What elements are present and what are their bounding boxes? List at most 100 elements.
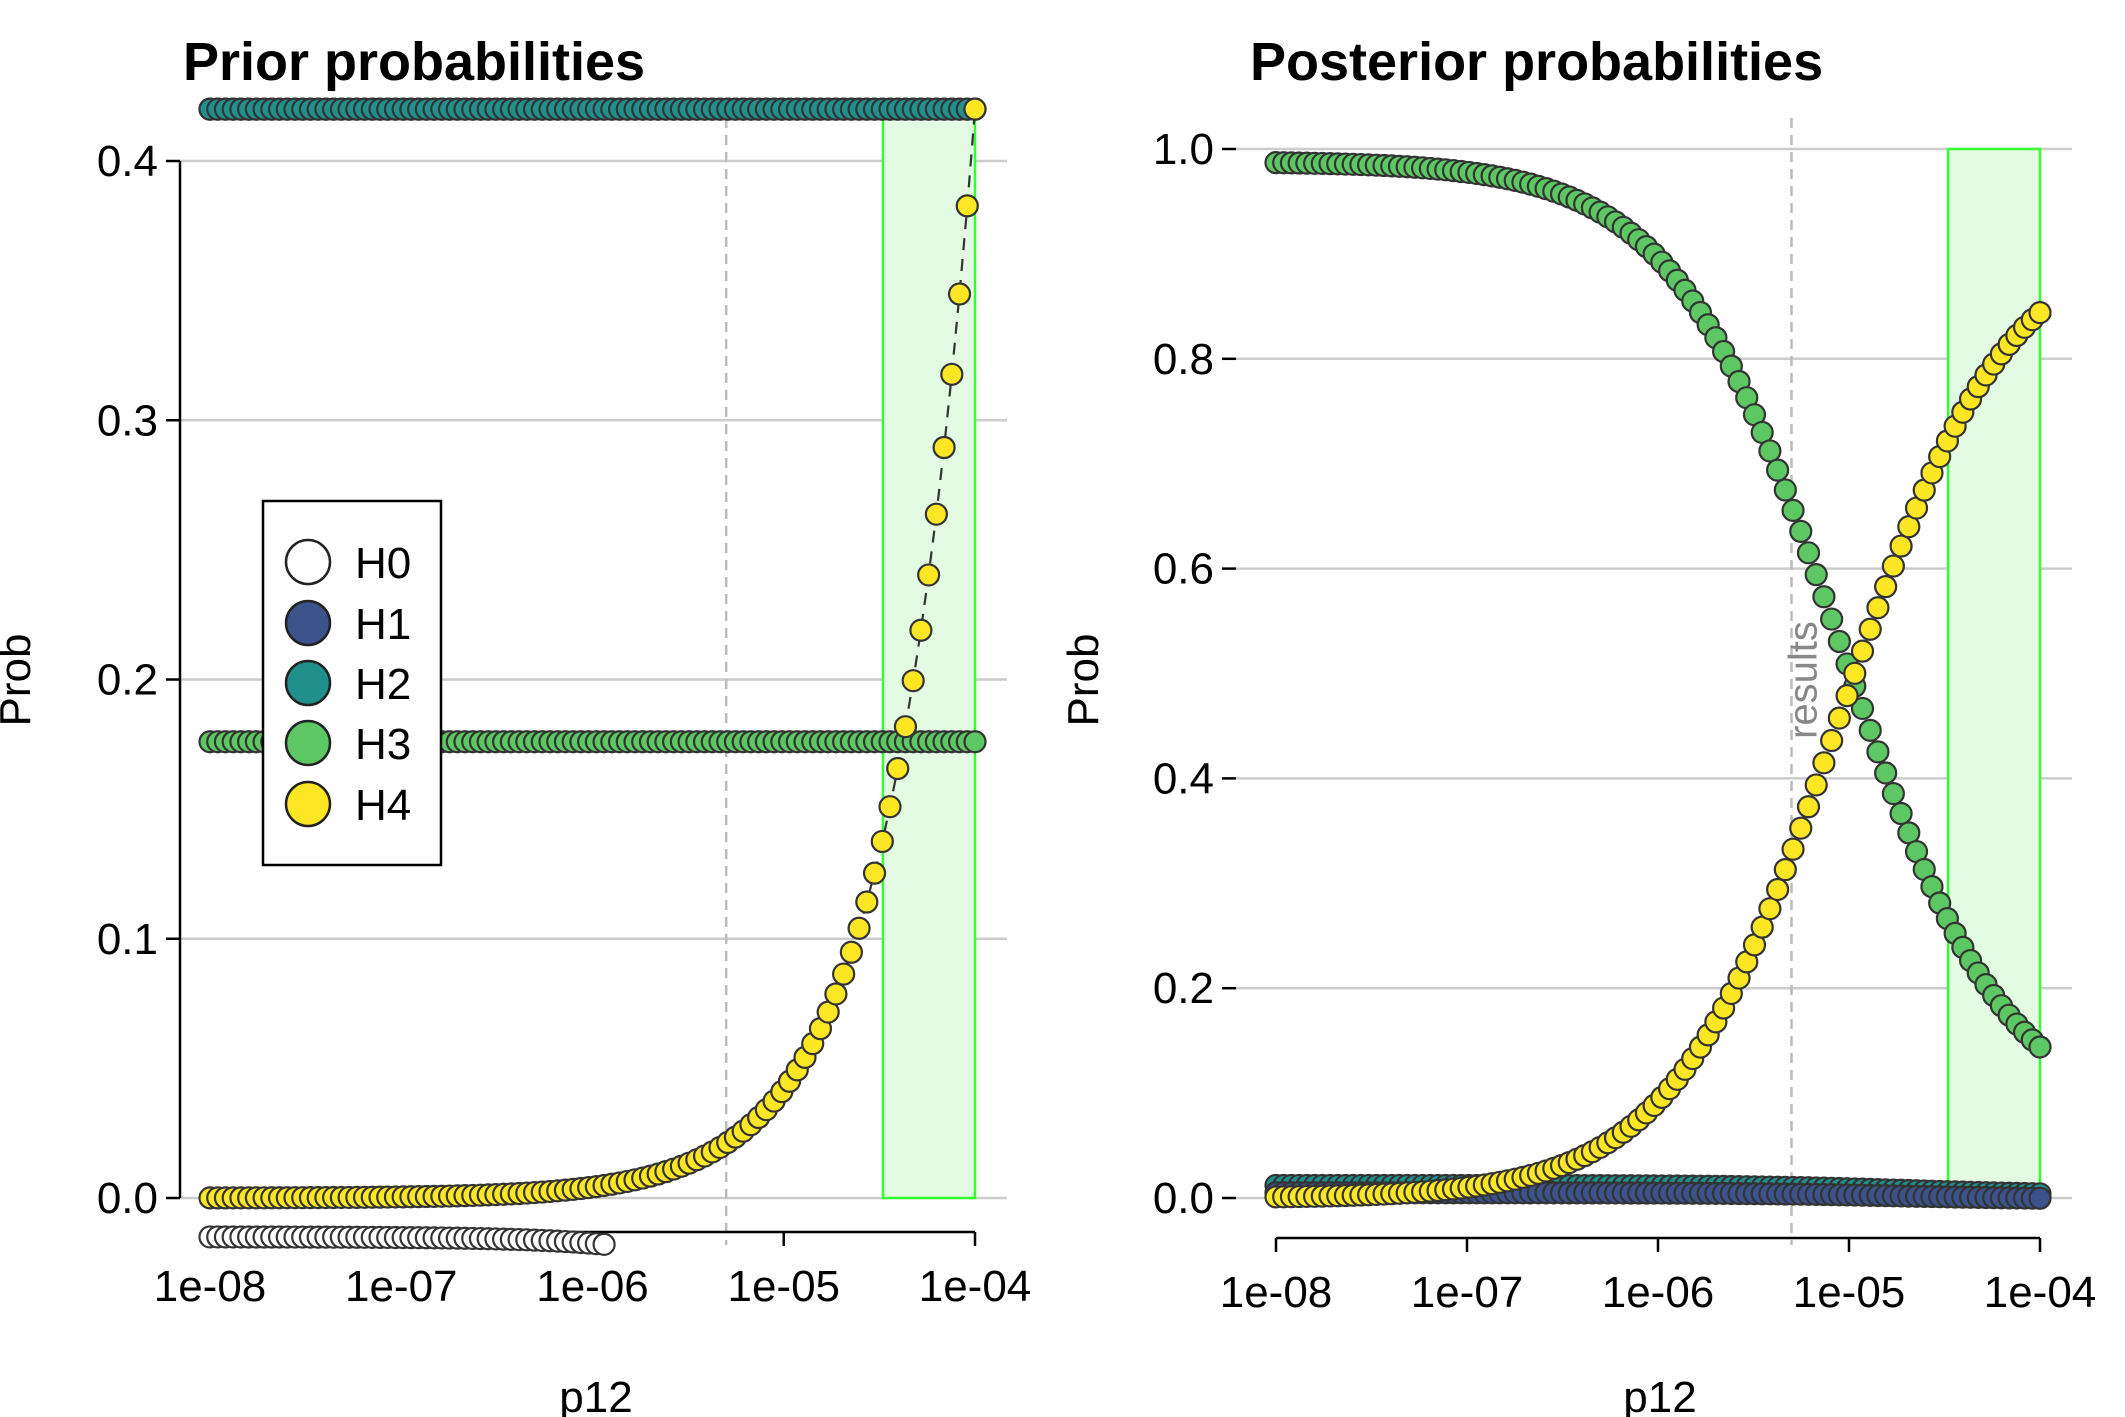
y-tick-label: 1.0 xyxy=(1153,125,1214,174)
posterior-point-h4 xyxy=(1881,554,1905,578)
prior-point-h4 xyxy=(947,282,972,306)
prior-point-h4 xyxy=(832,962,856,986)
y-tick-label: 0.2 xyxy=(1153,964,1214,1013)
posterior-point-h4 xyxy=(1850,639,1875,663)
prior-point-h4 xyxy=(909,618,933,642)
legend-marker-h0 xyxy=(284,538,332,586)
posterior-point-h3 xyxy=(1820,607,1844,631)
y-tick-label: 0.1 xyxy=(97,915,158,964)
x-tick-label: 1e-08 xyxy=(154,1262,267,1311)
posterior-point-h4 xyxy=(1804,773,1828,797)
posterior-point-h3 xyxy=(1812,585,1836,609)
x-tick-label: 1e-08 xyxy=(1220,1268,1333,1317)
prior-point-h0 xyxy=(592,1232,616,1256)
prior-x-ticks: 1e-08 1e-07 1e-06 1e-05 1e-04 xyxy=(154,1232,1031,1311)
prior-point-h4 xyxy=(870,829,894,854)
posterior-point-h3 xyxy=(1858,718,1882,742)
y-tick-label: 0.4 xyxy=(1153,754,1214,803)
posterior-point-h4 xyxy=(1889,534,1913,558)
posterior-x-label: p12 xyxy=(1623,1373,1696,1417)
posterior-point-h3 xyxy=(1796,541,1821,565)
y-tick-label: 0.6 xyxy=(1153,545,1214,594)
prior-panel: Prior probabilities 0.0 0.1 0.2 0.3 0.4 1e-0… xyxy=(0,32,1031,1417)
legend-label-h1: H1 xyxy=(355,600,411,649)
prior-point-h4 xyxy=(862,861,887,885)
prior-point-h4 xyxy=(886,756,910,781)
prior-point-h4 xyxy=(932,435,956,460)
posterior-point-h3 xyxy=(1781,498,1805,523)
posterior-point-h3 xyxy=(1758,439,1782,463)
posterior-point-h3 xyxy=(1889,801,1913,826)
posterior-point-h3 xyxy=(1866,740,1890,764)
prior-y-ticks: 0.0 0.1 0.2 0.3 0.4 xyxy=(97,137,180,1223)
posterior-point-h3 xyxy=(1804,563,1828,587)
legend-label-h4: H4 xyxy=(355,781,411,830)
prior-point-h4 xyxy=(855,890,879,914)
prior-point-h4 xyxy=(893,715,918,739)
posterior-point-h3 xyxy=(1789,519,1813,543)
posterior-point-h4 xyxy=(1835,684,1859,708)
results-annotation: results xyxy=(1782,621,1826,739)
legend: H0 H1 H2 H3 H4 xyxy=(261,499,443,867)
x-tick-label: 1e-07 xyxy=(1411,1268,1524,1317)
prior-points xyxy=(198,97,987,1256)
posterior-point-h4 xyxy=(1858,617,1882,641)
prior-point-h4 xyxy=(955,194,979,218)
posterior-x-ticks: 1e-08 1e-07 1e-06 1e-05 1e-04 xyxy=(1220,1238,2097,1317)
posterior-y-ticks: 0.0 0.2 0.4 0.6 0.8 1.0 xyxy=(1153,125,1236,1223)
prior-highlight-region xyxy=(881,107,977,1200)
posterior-point-h4 xyxy=(1812,751,1836,775)
posterior-y-label: Prob xyxy=(1059,634,1108,727)
posterior-point-h4 xyxy=(1874,575,1898,599)
prior-point-h4 xyxy=(839,940,863,964)
y-tick-label: 0.3 xyxy=(97,396,158,445)
legend-label-h2: H2 xyxy=(355,660,411,709)
x-tick-label: 1e-05 xyxy=(727,1262,840,1311)
legend-marker-h2 xyxy=(284,659,332,707)
prior-point-h4 xyxy=(901,669,925,693)
y-tick-label: 0.8 xyxy=(1153,335,1214,384)
y-tick-label: 0.0 xyxy=(97,1174,158,1223)
posterior-point-h1 xyxy=(2028,1186,2052,1210)
x-tick-label: 1e-04 xyxy=(1984,1268,2097,1317)
posterior-point-h4 xyxy=(1766,877,1790,902)
posterior-point-h4 xyxy=(1789,816,1813,840)
prior-point-h4 xyxy=(924,502,948,526)
posterior-point-h3 xyxy=(2028,1035,2052,1059)
posterior-point-h4 xyxy=(1866,596,1890,620)
posterior-points xyxy=(1264,151,2052,1210)
posterior-point-h4 xyxy=(1781,837,1805,861)
legend-label-h0: H0 xyxy=(355,539,411,588)
posterior-point-h4 xyxy=(1843,661,1867,685)
legend-label-h3: H3 xyxy=(355,720,411,769)
prior-point-h4 xyxy=(824,982,848,1006)
posterior-point-h3 xyxy=(1881,781,1905,806)
posterior-point-h4 xyxy=(1773,858,1797,882)
posterior-point-h4 xyxy=(1820,728,1844,753)
y-tick-label: 0.4 xyxy=(97,137,158,186)
prior-x-label: p12 xyxy=(559,1373,632,1417)
prior-title: Prior probabilities xyxy=(183,32,645,92)
x-tick-label: 1e-05 xyxy=(1793,1268,1906,1317)
posterior-point-h3 xyxy=(1874,761,1898,785)
legend-marker-h1 xyxy=(284,599,332,647)
posterior-point-h4 xyxy=(1827,706,1851,730)
legend-marker-h4 xyxy=(284,780,332,828)
posterior-point-h3 xyxy=(1766,458,1790,482)
prior-point-h4 xyxy=(847,916,871,940)
prior-point-h4 xyxy=(917,563,941,587)
prior-point-h3 xyxy=(963,730,987,754)
prior-point-h4 xyxy=(878,795,902,819)
prior-y-label: Prob xyxy=(0,634,40,727)
y-tick-label: 0.0 xyxy=(1153,1174,1214,1223)
prior-point-h4 xyxy=(940,362,964,386)
x-tick-label: 1e-06 xyxy=(536,1262,649,1311)
y-tick-label: 0.2 xyxy=(97,656,158,705)
legend-marker-h3 xyxy=(284,719,332,767)
posterior-panel: Posterior probabilities 0.0 0.2 0.4 0.6 0.8 1… xyxy=(1059,32,2096,1417)
posterior-point-h3 xyxy=(1827,629,1851,654)
posterior-point-h3 xyxy=(1850,696,1875,721)
posterior-point-h4 xyxy=(1758,897,1782,921)
posterior-title: Posterior probabilities xyxy=(1250,32,1823,92)
